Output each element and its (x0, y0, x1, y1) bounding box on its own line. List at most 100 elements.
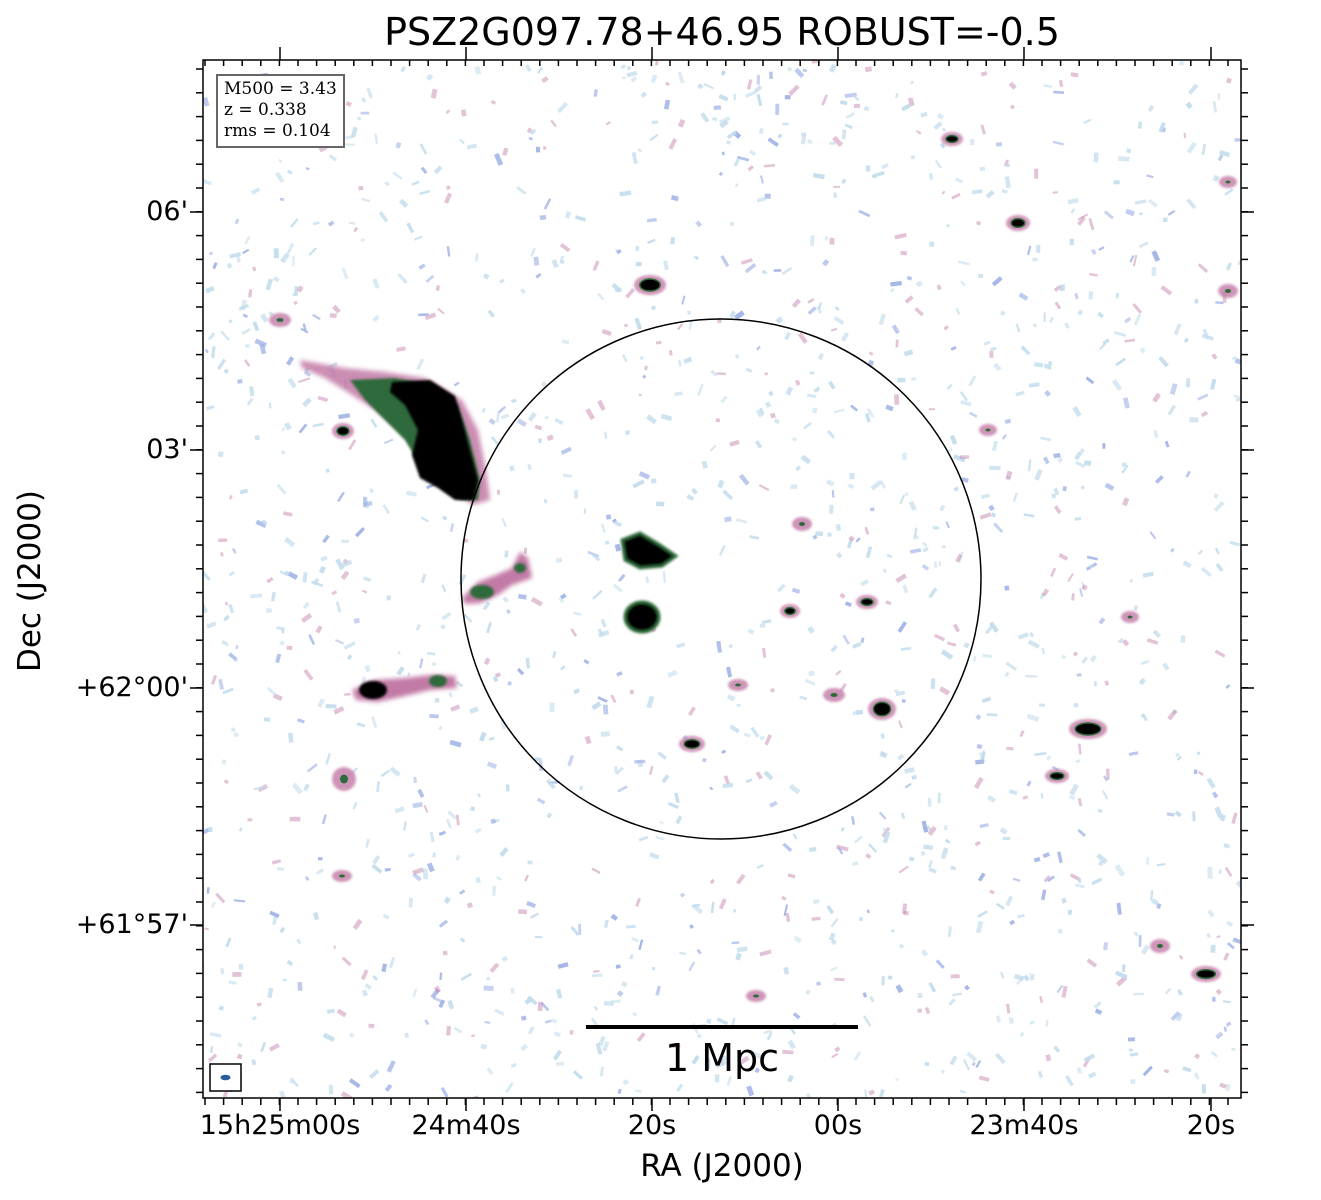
noise-speckle (688, 961, 696, 972)
noise-speckle (1211, 353, 1218, 360)
noise-speckle (255, 519, 267, 528)
noise-speckle (1059, 284, 1065, 292)
noise-speckle (341, 956, 352, 967)
noise-speckle (1215, 301, 1224, 305)
noise-speckle (1045, 1054, 1052, 1062)
noise-speckle (292, 255, 295, 267)
noise-speckle (858, 916, 864, 922)
noise-speckle (831, 490, 835, 498)
noise-speckle (621, 76, 626, 80)
noise-speckle (1139, 347, 1146, 354)
noise-speckle (807, 626, 815, 634)
noise-speckle (535, 272, 542, 279)
noise-speckle (223, 368, 230, 374)
noise-speckle (426, 73, 434, 81)
noise-speckle (634, 317, 643, 330)
noise-speckle (591, 701, 602, 711)
noise-speckle (353, 226, 359, 233)
noise-speckle (1182, 1066, 1192, 1073)
noise-speckle (1067, 197, 1079, 205)
noise-speckle (1012, 492, 1018, 502)
noise-speckle (734, 310, 745, 321)
noise-speckle (687, 310, 692, 315)
noise-speckle (287, 377, 297, 389)
noise-speckle (1185, 101, 1193, 110)
noise-speckle (1061, 897, 1067, 904)
noise-speckle (878, 1089, 885, 1098)
noise-speckle (450, 704, 461, 712)
noise-speckle (995, 1052, 1006, 1065)
y-axis-label: Dec (J2000) (12, 489, 48, 673)
noise-speckle (768, 390, 774, 397)
noise-speckle (1225, 1083, 1231, 1092)
noise-speckle (1148, 198, 1158, 208)
noise-speckle (1005, 162, 1011, 168)
noise-speckle (1098, 860, 1104, 867)
noise-speckle (717, 479, 725, 489)
noise-speckle (882, 831, 891, 844)
noise-speckle (729, 439, 740, 447)
noise-speckle (834, 306, 840, 311)
noise-speckle (847, 483, 855, 489)
noise-speckle (973, 776, 984, 790)
noise-speckle (715, 417, 721, 423)
axis-ticks (190, 47, 1254, 1111)
point-source-core (1127, 615, 1133, 619)
noise-speckle (286, 645, 293, 650)
noise-speckle (975, 1060, 982, 1069)
noise-speckle (305, 876, 310, 882)
point-source-core (1010, 218, 1026, 228)
noise-speckle (995, 1015, 1001, 1023)
noise-speckle (629, 954, 634, 960)
noise-speckle (736, 155, 750, 162)
noise-speckle (315, 625, 323, 634)
noise-speckle (303, 668, 314, 681)
noise-speckle (1114, 864, 1126, 877)
noise-speckle (1043, 875, 1051, 883)
noise-speckle (490, 436, 500, 446)
noise-speckle (534, 424, 543, 431)
noise-speckle (721, 749, 727, 755)
noise-speckle (1140, 713, 1146, 718)
noise-speckle (1083, 1053, 1096, 1063)
noise-speckle (1124, 338, 1136, 343)
noise-speckle (891, 929, 895, 933)
noise-speckle (950, 865, 957, 871)
noise-speckle (911, 377, 917, 381)
noise-speckle (260, 1042, 266, 1053)
noise-speckle (593, 970, 600, 973)
noise-speckle (833, 316, 845, 325)
noise-speckle (853, 103, 861, 109)
noise-speckle (322, 534, 330, 544)
noise-speckle (730, 221, 735, 226)
noise-speckle (1132, 254, 1138, 267)
noise-speckle (646, 414, 657, 425)
noise-speckle (691, 903, 704, 915)
noise-speckle (907, 97, 915, 107)
noise-speckle (763, 770, 774, 781)
noise-speckle (237, 379, 243, 384)
noise-speckle (272, 276, 280, 283)
noise-speckle (960, 400, 972, 407)
noise-speckle (842, 634, 850, 645)
noise-speckle (1130, 1079, 1136, 1084)
noise-speckle (302, 601, 310, 610)
noise-speckle (471, 1034, 475, 1037)
noise-speckle (329, 313, 337, 318)
noise-speckle (754, 440, 763, 449)
noise-speckle (1026, 780, 1032, 787)
noise-speckle (1194, 1053, 1201, 1060)
noise-speckle (1189, 417, 1199, 423)
noise-speckle (966, 1051, 978, 1062)
noise-speckle (880, 162, 889, 170)
noise-speckle (236, 1053, 243, 1060)
arc-source-core (470, 585, 494, 599)
noise-speckle (870, 480, 882, 491)
noise-speckle (381, 963, 388, 973)
noise-speckle (220, 330, 230, 341)
noise-speckle (988, 504, 995, 512)
noise-speckle (718, 171, 724, 177)
noise-speckle (1219, 814, 1226, 822)
noise-speckle (932, 526, 940, 530)
noise-speckle (1052, 140, 1064, 146)
